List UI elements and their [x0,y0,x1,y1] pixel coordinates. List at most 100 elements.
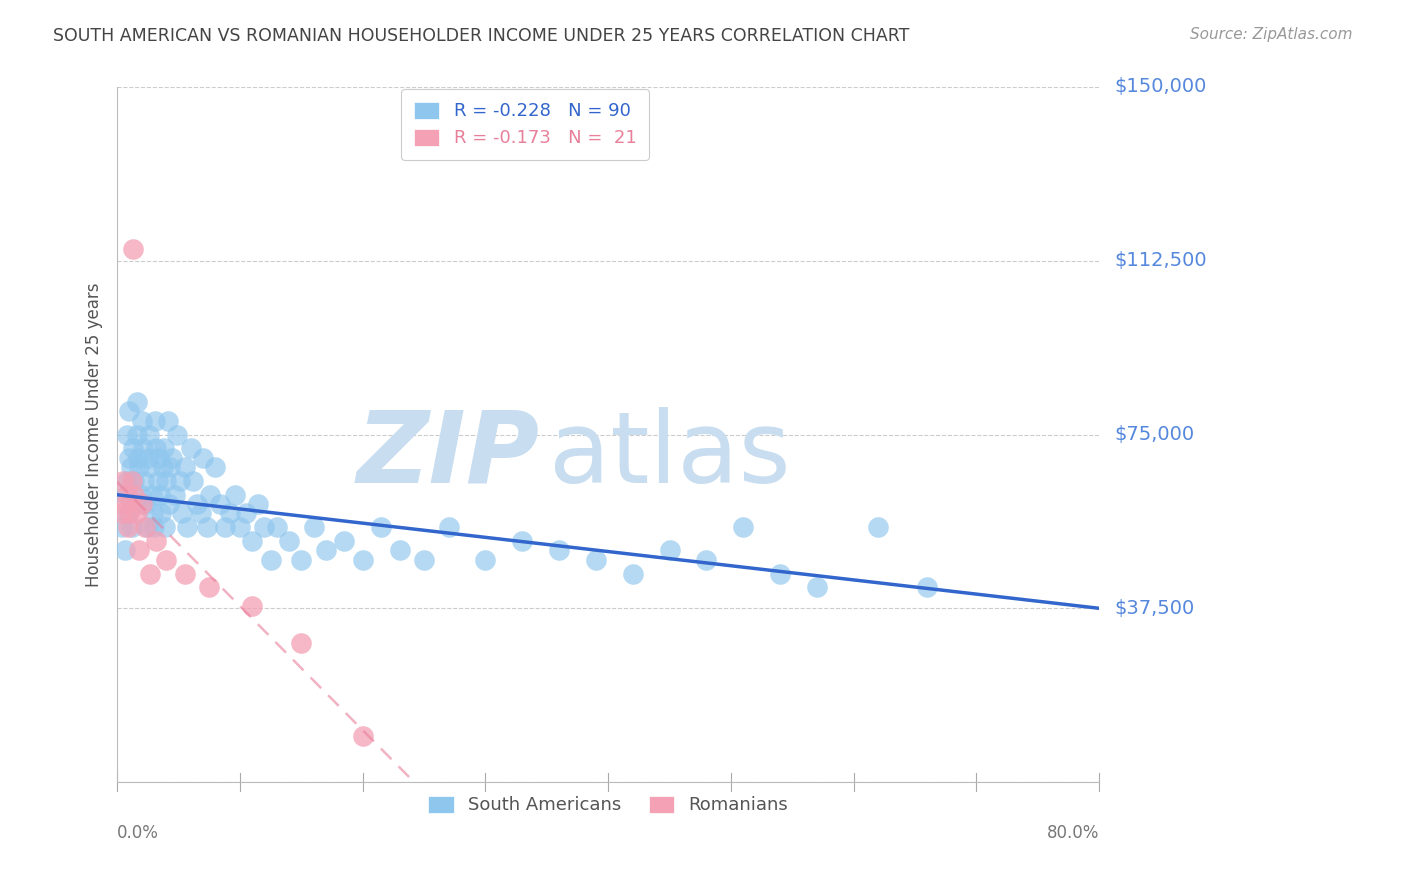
Point [181,474,204,488]
Point [352,729,374,743]
Point [806,581,828,595]
Point [413,552,436,566]
Point [290,552,312,566]
Point [125,506,148,520]
Point [259,552,281,566]
Text: atlas: atlas [550,407,792,504]
Point [191,450,214,465]
Point [122,242,145,256]
Point [214,520,236,534]
Point [141,488,163,502]
Text: $37,500: $37,500 [1114,599,1194,618]
Point [253,520,276,534]
Point [585,552,607,566]
Point [200,488,222,502]
Point [474,552,496,566]
Point [125,395,148,409]
Point [302,520,325,534]
Y-axis label: Householder Income Under 25 years: Householder Income Under 25 years [86,282,103,587]
Point [121,520,143,534]
Point [134,497,156,511]
Point [134,474,156,488]
Point [150,506,173,520]
Point [157,497,180,511]
Point [153,520,176,534]
Point [388,543,411,558]
Text: Source: ZipAtlas.com: Source: ZipAtlas.com [1189,27,1353,42]
Point [121,474,143,488]
Point [124,474,146,488]
Point [143,520,166,534]
Point [235,506,257,520]
Point [138,427,160,442]
Point [125,427,148,442]
Point [115,427,138,442]
Point [148,450,170,465]
Point [127,450,149,465]
Point [129,488,152,502]
Point [315,543,337,558]
Point [146,474,169,488]
Text: 0.0%: 0.0% [117,824,159,842]
Point [155,552,177,566]
Point [240,534,263,549]
Point [143,414,166,428]
Point [156,414,179,428]
Point [142,506,165,520]
Point [548,543,571,558]
Point [769,566,792,581]
Point [131,414,153,428]
Point [115,474,138,488]
Text: ZIP: ZIP [357,407,540,504]
Point [131,497,153,511]
Point [152,460,174,475]
Point [733,520,755,534]
Point [118,404,141,418]
Point [173,460,195,475]
Point [134,520,156,534]
Point [163,488,186,502]
Point [173,566,195,581]
Point [118,450,141,465]
Point [868,520,890,534]
Point [124,497,146,511]
Point [917,581,939,595]
Point [658,543,681,558]
Point [120,460,142,475]
Point [695,552,717,566]
Point [186,497,208,511]
Point [180,442,202,456]
Point [247,497,270,511]
Point [278,534,301,549]
Point [112,474,135,488]
Point [209,497,232,511]
Point [139,460,162,475]
Point [190,506,212,520]
Point [198,581,221,595]
Legend: South Americans, Romanians: South Americans, Romanians [418,785,799,825]
Point [290,636,312,650]
Point [135,520,157,534]
Point [114,497,136,511]
Point [111,520,134,534]
Point [114,488,136,502]
Point [122,442,145,456]
Point [155,474,177,488]
Point [510,534,533,549]
Point [621,566,644,581]
Point [229,520,252,534]
Text: 80.0%: 80.0% [1047,824,1099,842]
Point [128,543,150,558]
Point [352,552,374,566]
Text: $75,000: $75,000 [1114,425,1194,444]
Point [114,543,136,558]
Point [266,520,288,534]
Point [159,460,181,475]
Point [240,599,263,613]
Point [145,442,167,456]
Point [166,427,188,442]
Point [115,488,138,502]
Point [110,506,132,520]
Point [124,488,146,502]
Point [118,506,141,520]
